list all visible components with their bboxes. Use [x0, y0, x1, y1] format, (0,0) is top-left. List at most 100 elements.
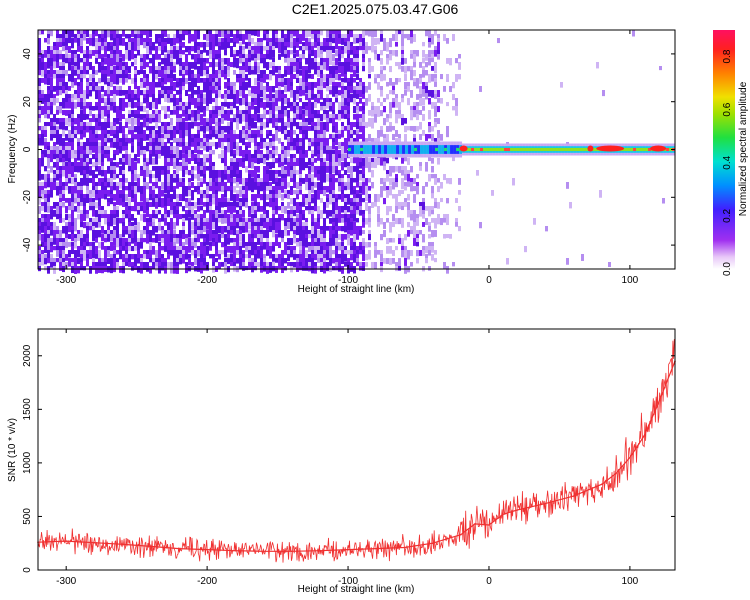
spectrogram-cell	[236, 218, 239, 224]
spectrogram-cell	[314, 142, 317, 150]
spectrogram-cell	[362, 114, 365, 121]
spectrogram-cell	[344, 58, 347, 65]
spectrogram-cell	[86, 166, 89, 172]
spectrogram-cell	[353, 66, 356, 73]
spectrogram-cell	[188, 226, 191, 232]
spectrogram-cell	[173, 130, 176, 136]
spectrogram-cell	[215, 238, 218, 245]
spectrogram-cell	[359, 210, 362, 216]
spectrogram-cell	[329, 242, 332, 249]
spectrogram-cell	[116, 142, 119, 150]
spectrogram-cell	[74, 94, 77, 100]
spectrogram-cell	[191, 150, 194, 157]
spectrogram-cell	[164, 86, 167, 94]
spectrogram-cell	[299, 174, 302, 179]
spectrogram-cell	[386, 138, 389, 145]
spectrogram-cell	[377, 38, 380, 45]
spectrogram-cell	[50, 254, 53, 261]
spectrogram-cell	[68, 158, 71, 166]
spectrogram-cell	[230, 214, 233, 221]
spectrogram-cell	[257, 90, 260, 98]
spectrogram-cell	[230, 142, 233, 147]
spectrogram-cell	[86, 114, 89, 120]
spectrogram-cell	[317, 186, 320, 191]
spectrogram-cell	[176, 210, 179, 217]
spectrogram-cell	[44, 234, 47, 240]
spectrogram-cell	[152, 210, 155, 215]
spectrogram-cell	[122, 138, 125, 145]
spectrogram-cell	[47, 154, 50, 160]
spectrogram-cell	[209, 178, 212, 186]
spectrogram-cell	[203, 242, 206, 248]
spectrogram-cell	[347, 250, 350, 255]
spectrogram-cell	[272, 194, 275, 199]
spectrogram-cell	[257, 246, 260, 254]
spectrogram-cell	[269, 114, 272, 122]
spectrogram-cell	[134, 230, 137, 237]
spectrogram-cell	[95, 150, 98, 155]
spectrogram-cell	[365, 158, 368, 166]
spectrogram-cell	[329, 162, 332, 167]
spectrogram-cell	[287, 114, 290, 120]
spectrogram-cell	[203, 170, 206, 176]
spectrogram-cell	[200, 54, 203, 60]
spectrogram-cell	[140, 138, 143, 144]
spectrogram-cell	[143, 38, 146, 44]
spectrogram-cell	[341, 214, 344, 219]
spectrogram-cell	[389, 54, 392, 61]
spectrogram-cell	[386, 218, 389, 223]
spectrogram-cell	[131, 234, 134, 240]
spectrogram-cell	[320, 90, 323, 96]
spectrogram-cell	[341, 146, 344, 153]
spectrogram-cell	[203, 234, 206, 242]
spectrogram-cell	[158, 198, 161, 205]
spectrogram-cell	[155, 234, 158, 242]
spectrogram-cell	[224, 138, 227, 143]
spectrogram-cell	[62, 142, 65, 150]
spectrogram-cell	[344, 66, 347, 72]
spectrogram-cell	[38, 46, 41, 53]
spectrogram-cell	[50, 262, 53, 268]
spectrogram-cell	[53, 42, 56, 49]
spectrogram-cell	[164, 234, 167, 240]
spectrogram-cell	[233, 50, 236, 56]
spectrogram-cell	[338, 254, 341, 261]
spectrogram-cell	[290, 262, 293, 269]
spectrogram-cell	[206, 146, 209, 152]
spectrogram-cell	[167, 246, 170, 251]
spectrogram-cell	[80, 190, 83, 197]
spectrogram-cell	[347, 58, 350, 65]
spectrogram-cell	[65, 174, 68, 182]
spectrogram-cell	[281, 182, 284, 188]
spectrogram-cell	[389, 258, 392, 265]
spectrogram-cell	[146, 198, 149, 205]
spectrogram-cell	[257, 230, 260, 237]
spectrogram-cell	[254, 202, 257, 207]
spectrogram-cell	[290, 102, 293, 109]
spectrogram-cell	[266, 210, 269, 218]
spectrogram-cell	[89, 190, 92, 195]
spectrogram-cell	[131, 30, 134, 38]
spectrogram-cell	[116, 34, 119, 40]
spectrogram-cell	[173, 190, 176, 197]
spectrogram-cell	[56, 234, 59, 242]
spectrogram-cell	[314, 70, 317, 75]
spectrogram-cell	[323, 250, 326, 258]
spectrogram-cell	[80, 162, 83, 168]
spectrogram-cell	[224, 250, 227, 258]
spectrogram-cell	[251, 230, 254, 236]
spectrogram-cell	[92, 178, 95, 184]
spectrogram-cell	[62, 122, 65, 130]
spectrogram-cell	[122, 230, 125, 238]
spectrogram-cell	[290, 118, 293, 124]
spectrogram-cell	[44, 98, 47, 104]
spectrogram-cell	[227, 58, 230, 64]
spectrogram-cell	[92, 78, 95, 85]
spectrogram-cell	[302, 146, 305, 154]
spectrogram-cell	[182, 166, 185, 171]
spectrogram-cell	[203, 202, 206, 207]
spectrogram-cell	[140, 170, 143, 177]
spectrogram-cell	[41, 162, 44, 167]
spectrogram-cell	[329, 58, 332, 65]
spectrogram-cell	[272, 246, 275, 252]
